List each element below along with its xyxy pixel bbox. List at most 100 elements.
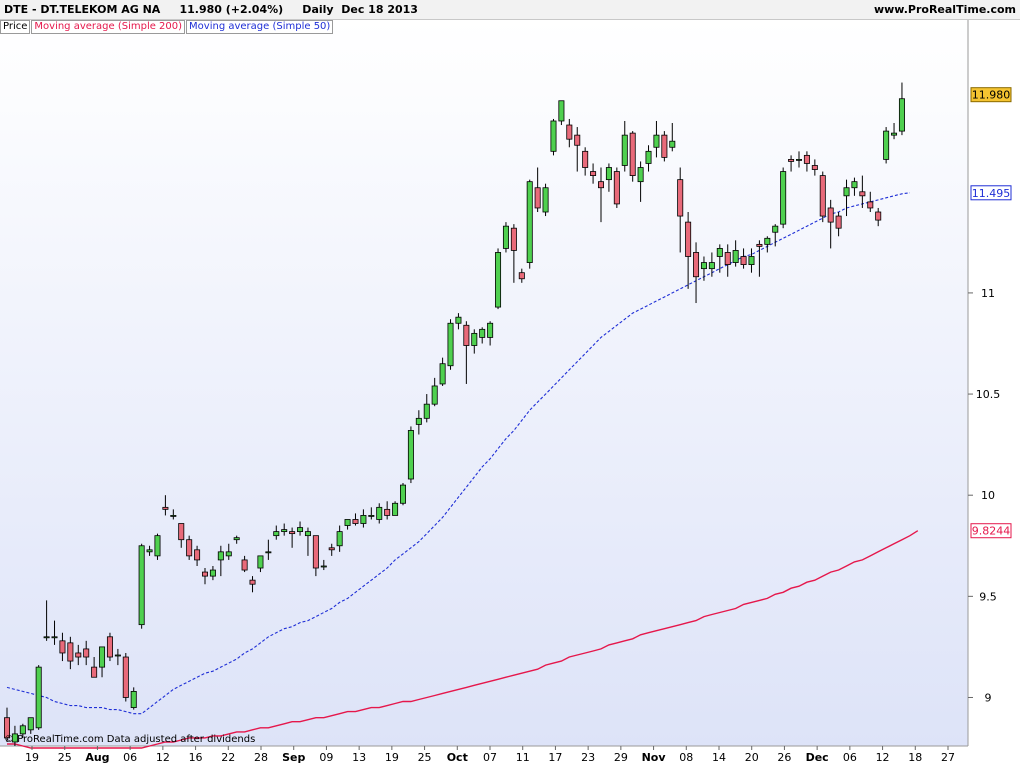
legend-ma200[interactable]: Moving average (Simple 200) <box>31 20 186 34</box>
x-tick-label: 12 <box>156 751 170 764</box>
candle <box>867 191 874 213</box>
candle-body <box>732 250 739 263</box>
legend-ma50[interactable]: Moving average (Simple 50) <box>186 20 334 34</box>
candle-body <box>851 181 858 189</box>
candle-body <box>376 506 383 520</box>
candle <box>415 410 422 435</box>
candle-body <box>114 654 121 657</box>
candle-body <box>19 725 26 735</box>
candle <box>186 535 193 560</box>
candle-body <box>708 262 715 270</box>
candle <box>273 525 280 540</box>
candle-body <box>320 565 327 568</box>
candle-body <box>344 519 351 526</box>
last-price-badge-label: 11.980 <box>972 89 1011 102</box>
candle-body <box>423 403 430 419</box>
x-tick-label: 25 <box>58 751 72 764</box>
candle <box>756 240 763 277</box>
candle-body <box>574 134 581 146</box>
candle <box>423 394 430 423</box>
candle <box>883 127 890 164</box>
candle-body <box>748 256 755 265</box>
candle <box>99 646 106 678</box>
candle-body <box>11 733 18 743</box>
candle-body <box>835 215 842 229</box>
candle <box>645 145 652 172</box>
candle <box>780 167 787 229</box>
candle <box>843 179 850 217</box>
candle <box>629 131 636 182</box>
candle <box>819 171 826 223</box>
ma50-badge-label: 11.495 <box>972 187 1011 200</box>
candle-body <box>289 531 296 535</box>
candle <box>479 327 486 344</box>
x-tick-label: 23 <box>581 751 595 764</box>
candle <box>566 118 573 148</box>
x-tick-label: 06 <box>123 751 137 764</box>
candle <box>827 199 834 249</box>
candle <box>693 242 700 304</box>
candle <box>201 568 208 585</box>
x-tick-label: 17 <box>548 751 562 764</box>
candle-body <box>67 642 74 662</box>
candle <box>716 244 723 273</box>
candle <box>407 426 414 484</box>
candle-body <box>447 322 454 367</box>
candle <box>653 120 660 158</box>
candle-body <box>43 636 50 639</box>
candle <box>376 503 383 524</box>
candle <box>360 509 367 528</box>
candle-body <box>598 181 605 189</box>
candle <box>4 707 10 742</box>
candle <box>83 640 90 666</box>
candle-body <box>772 225 779 233</box>
candle-body <box>875 211 882 221</box>
candle <box>106 632 113 662</box>
candle <box>510 224 517 283</box>
x-tick-label: 18 <box>908 751 922 764</box>
candle <box>249 576 256 593</box>
x-tick-label: 28 <box>254 751 268 764</box>
candle <box>796 151 803 168</box>
candle-body <box>590 171 597 176</box>
candle <box>178 523 185 548</box>
candle <box>43 600 50 641</box>
candle-body <box>716 248 723 257</box>
candle <box>558 100 565 126</box>
candle-body <box>883 130 890 160</box>
ma50-badge-box <box>970 185 1012 201</box>
candle <box>637 161 644 202</box>
candle-body <box>518 272 525 280</box>
candle-body <box>843 187 850 197</box>
candle-body <box>653 134 660 148</box>
candle-body <box>27 717 34 731</box>
candle <box>574 127 581 172</box>
candle <box>344 519 351 530</box>
ma200-badge-box <box>970 523 1012 539</box>
candle-body <box>700 262 707 270</box>
site-link[interactable]: www.ProRealTime.com <box>873 3 1016 16</box>
candle-body <box>645 150 652 164</box>
candle-body <box>629 132 636 176</box>
candle-body <box>502 225 509 249</box>
candle-body <box>257 555 264 569</box>
x-tick-label: 07 <box>483 751 497 764</box>
candle-body <box>819 175 826 217</box>
candle-body <box>352 519 359 524</box>
candle-body <box>637 167 644 183</box>
x-axis-panel <box>0 746 1020 764</box>
last-price-badge-box <box>970 87 1012 103</box>
ma200-line <box>7 530 919 749</box>
candle-body <box>867 201 874 209</box>
candle-body <box>154 535 161 557</box>
x-tick-label: 19 <box>385 751 399 764</box>
candle-body <box>162 506 169 510</box>
candle <box>835 212 842 237</box>
legend-price[interactable]: Price <box>0 20 31 34</box>
candle <box>518 268 525 283</box>
candle-body <box>740 256 747 265</box>
candle <box>328 543 335 556</box>
x-tick-label: 14 <box>712 751 726 764</box>
